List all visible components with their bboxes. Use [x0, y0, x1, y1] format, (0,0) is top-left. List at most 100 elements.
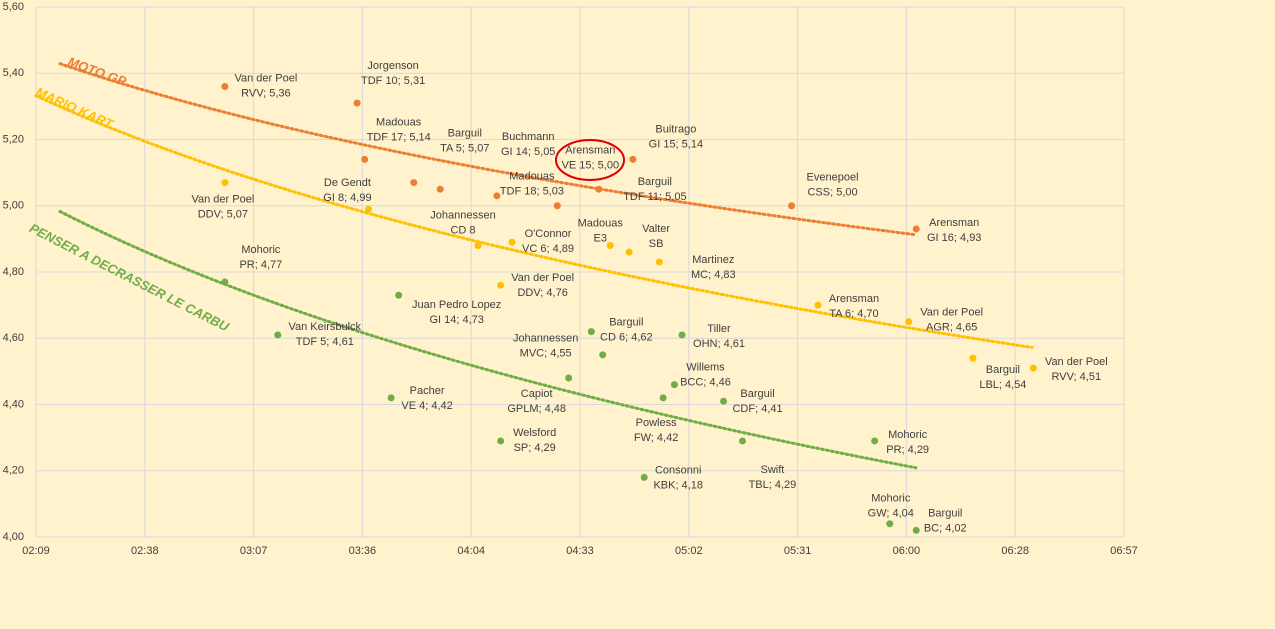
data-label: Van der Poel	[191, 193, 254, 205]
data-label: TDF 17; 5,14	[367, 131, 431, 143]
data-label: Willems	[686, 362, 725, 374]
y-tick-label: 4,20	[3, 465, 24, 477]
point	[738, 437, 746, 445]
data-label: SP; 4,29	[514, 442, 556, 454]
data-label: BCC; 4,46	[680, 377, 731, 389]
point	[788, 202, 796, 210]
data-label: GI 14; 4,73	[429, 314, 483, 326]
data-label: Buchmann	[502, 131, 555, 143]
y-tick-label: 5,00	[3, 200, 24, 212]
point	[497, 281, 505, 289]
data-label: Powless	[636, 417, 677, 429]
point	[678, 331, 686, 339]
trendline	[58, 209, 918, 470]
data-label: SB	[649, 238, 664, 250]
data-label: DDV; 4,76	[517, 287, 567, 299]
x-tick-label: 05:02	[675, 545, 703, 557]
point	[905, 318, 913, 326]
data-label: GW; 4,04	[868, 508, 914, 520]
data-label: FW; 4,42	[634, 432, 678, 444]
x-tick-label: 06:57	[1110, 545, 1138, 557]
data-label: PR; 4,77	[239, 259, 282, 271]
point	[625, 248, 633, 256]
point	[436, 185, 444, 193]
point	[595, 185, 603, 193]
data-label: Van der Poel	[1045, 356, 1108, 368]
point	[814, 301, 822, 309]
data-label: Tiller	[707, 323, 731, 335]
data-label: Barguil	[740, 388, 774, 400]
point	[221, 83, 229, 90]
data-label: Valter	[642, 223, 670, 235]
data-label: Van der Poel	[920, 307, 983, 319]
point	[659, 394, 667, 402]
data-label: Johannessen	[513, 333, 578, 345]
point	[221, 179, 229, 187]
point	[587, 328, 595, 336]
data-label: Pacher	[410, 385, 445, 397]
point	[629, 155, 637, 163]
data-label: TDF 18; 5,03	[500, 186, 564, 198]
point	[395, 291, 403, 299]
data-label: Jorgenson	[367, 60, 418, 72]
point	[565, 374, 573, 382]
y-tick-label: 4,60	[3, 332, 24, 344]
x-tick-label: 02:38	[131, 545, 159, 557]
data-label: PR; 4,29	[886, 444, 929, 456]
data-label: GI 14; 5,05	[501, 146, 555, 158]
data-label: GI 16; 4,93	[927, 232, 981, 244]
data-label: CSS; 5,00	[807, 187, 857, 199]
data-label: Juan Pedro Lopez	[412, 299, 501, 311]
y-tick-label: 5,60	[3, 1, 24, 13]
x-tick-label: 02:09	[22, 545, 50, 557]
data-label: Arensman	[929, 217, 979, 229]
data-label: De Gendt	[324, 177, 371, 189]
data-label: Van Keirsbulck	[288, 321, 361, 333]
data-label: Barguil	[448, 127, 482, 139]
data-label: VE 15; 5,00	[562, 160, 620, 172]
x-tick-label: 04:33	[566, 545, 594, 557]
trendline	[34, 94, 1034, 349]
data-label: DDV; 5,07	[198, 208, 248, 220]
data-label: TDF 5; 4,61	[296, 336, 354, 348]
data-label: AGR; 4,65	[926, 322, 977, 334]
data-label: TA 5; 5,07	[440, 142, 489, 154]
data-label: RVV; 4,51	[1052, 371, 1102, 383]
data-label: BC; 4,02	[924, 522, 967, 534]
data-label: Welsford	[513, 427, 556, 439]
x-tick-label: 06:28	[1001, 545, 1029, 557]
data-label: VE 4; 4,42	[401, 400, 452, 412]
data-label: Mohoric	[871, 493, 911, 505]
x-tick-label: 06:00	[893, 545, 921, 557]
data-label: TBL; 4,29	[749, 479, 797, 491]
data-label: Madouas	[376, 116, 422, 128]
point	[364, 205, 372, 213]
data-label: Barguil	[928, 507, 962, 519]
data-label: CD 6; 4,62	[600, 332, 653, 344]
data-label: Evenepoel	[807, 172, 859, 184]
data-label: Madouas	[578, 217, 624, 229]
point	[474, 242, 482, 249]
highlight-circle	[555, 139, 625, 181]
y-tick-label: 5,20	[3, 133, 24, 145]
point	[361, 155, 369, 163]
data-label: Mohoric	[241, 244, 281, 256]
point	[508, 238, 516, 246]
point	[497, 437, 505, 445]
point	[720, 397, 728, 405]
data-label: Martinez	[692, 254, 734, 266]
point	[553, 202, 561, 210]
x-tick-label: 05:31	[784, 545, 812, 557]
point	[871, 437, 879, 445]
y-tick-label: 4,00	[3, 531, 24, 543]
x-tick-label: 04:04	[457, 545, 485, 557]
data-label: TA 6; 4,70	[829, 308, 878, 320]
data-label: RVV; 5,36	[241, 87, 291, 99]
point	[410, 179, 418, 187]
data-label: KBK; 4,18	[653, 479, 703, 491]
data-label: Capiot	[521, 388, 553, 400]
data-label: Madouas	[509, 171, 555, 183]
trendline	[58, 62, 918, 237]
